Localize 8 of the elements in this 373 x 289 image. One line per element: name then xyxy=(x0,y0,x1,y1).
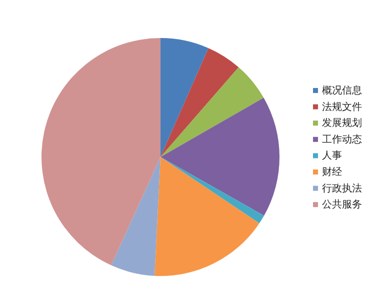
legend-label: 法规文件 xyxy=(322,100,362,113)
legend-label: 财经 xyxy=(322,166,342,178)
legend-label: 发展规划 xyxy=(322,117,362,130)
legend-label: 行政执法 xyxy=(322,182,362,194)
legend-label: 人事 xyxy=(322,150,342,162)
legend-label: 工作动态 xyxy=(322,133,362,146)
legend-label: 概况信息 xyxy=(322,84,362,96)
legend-label: 公共服务 xyxy=(322,198,362,211)
